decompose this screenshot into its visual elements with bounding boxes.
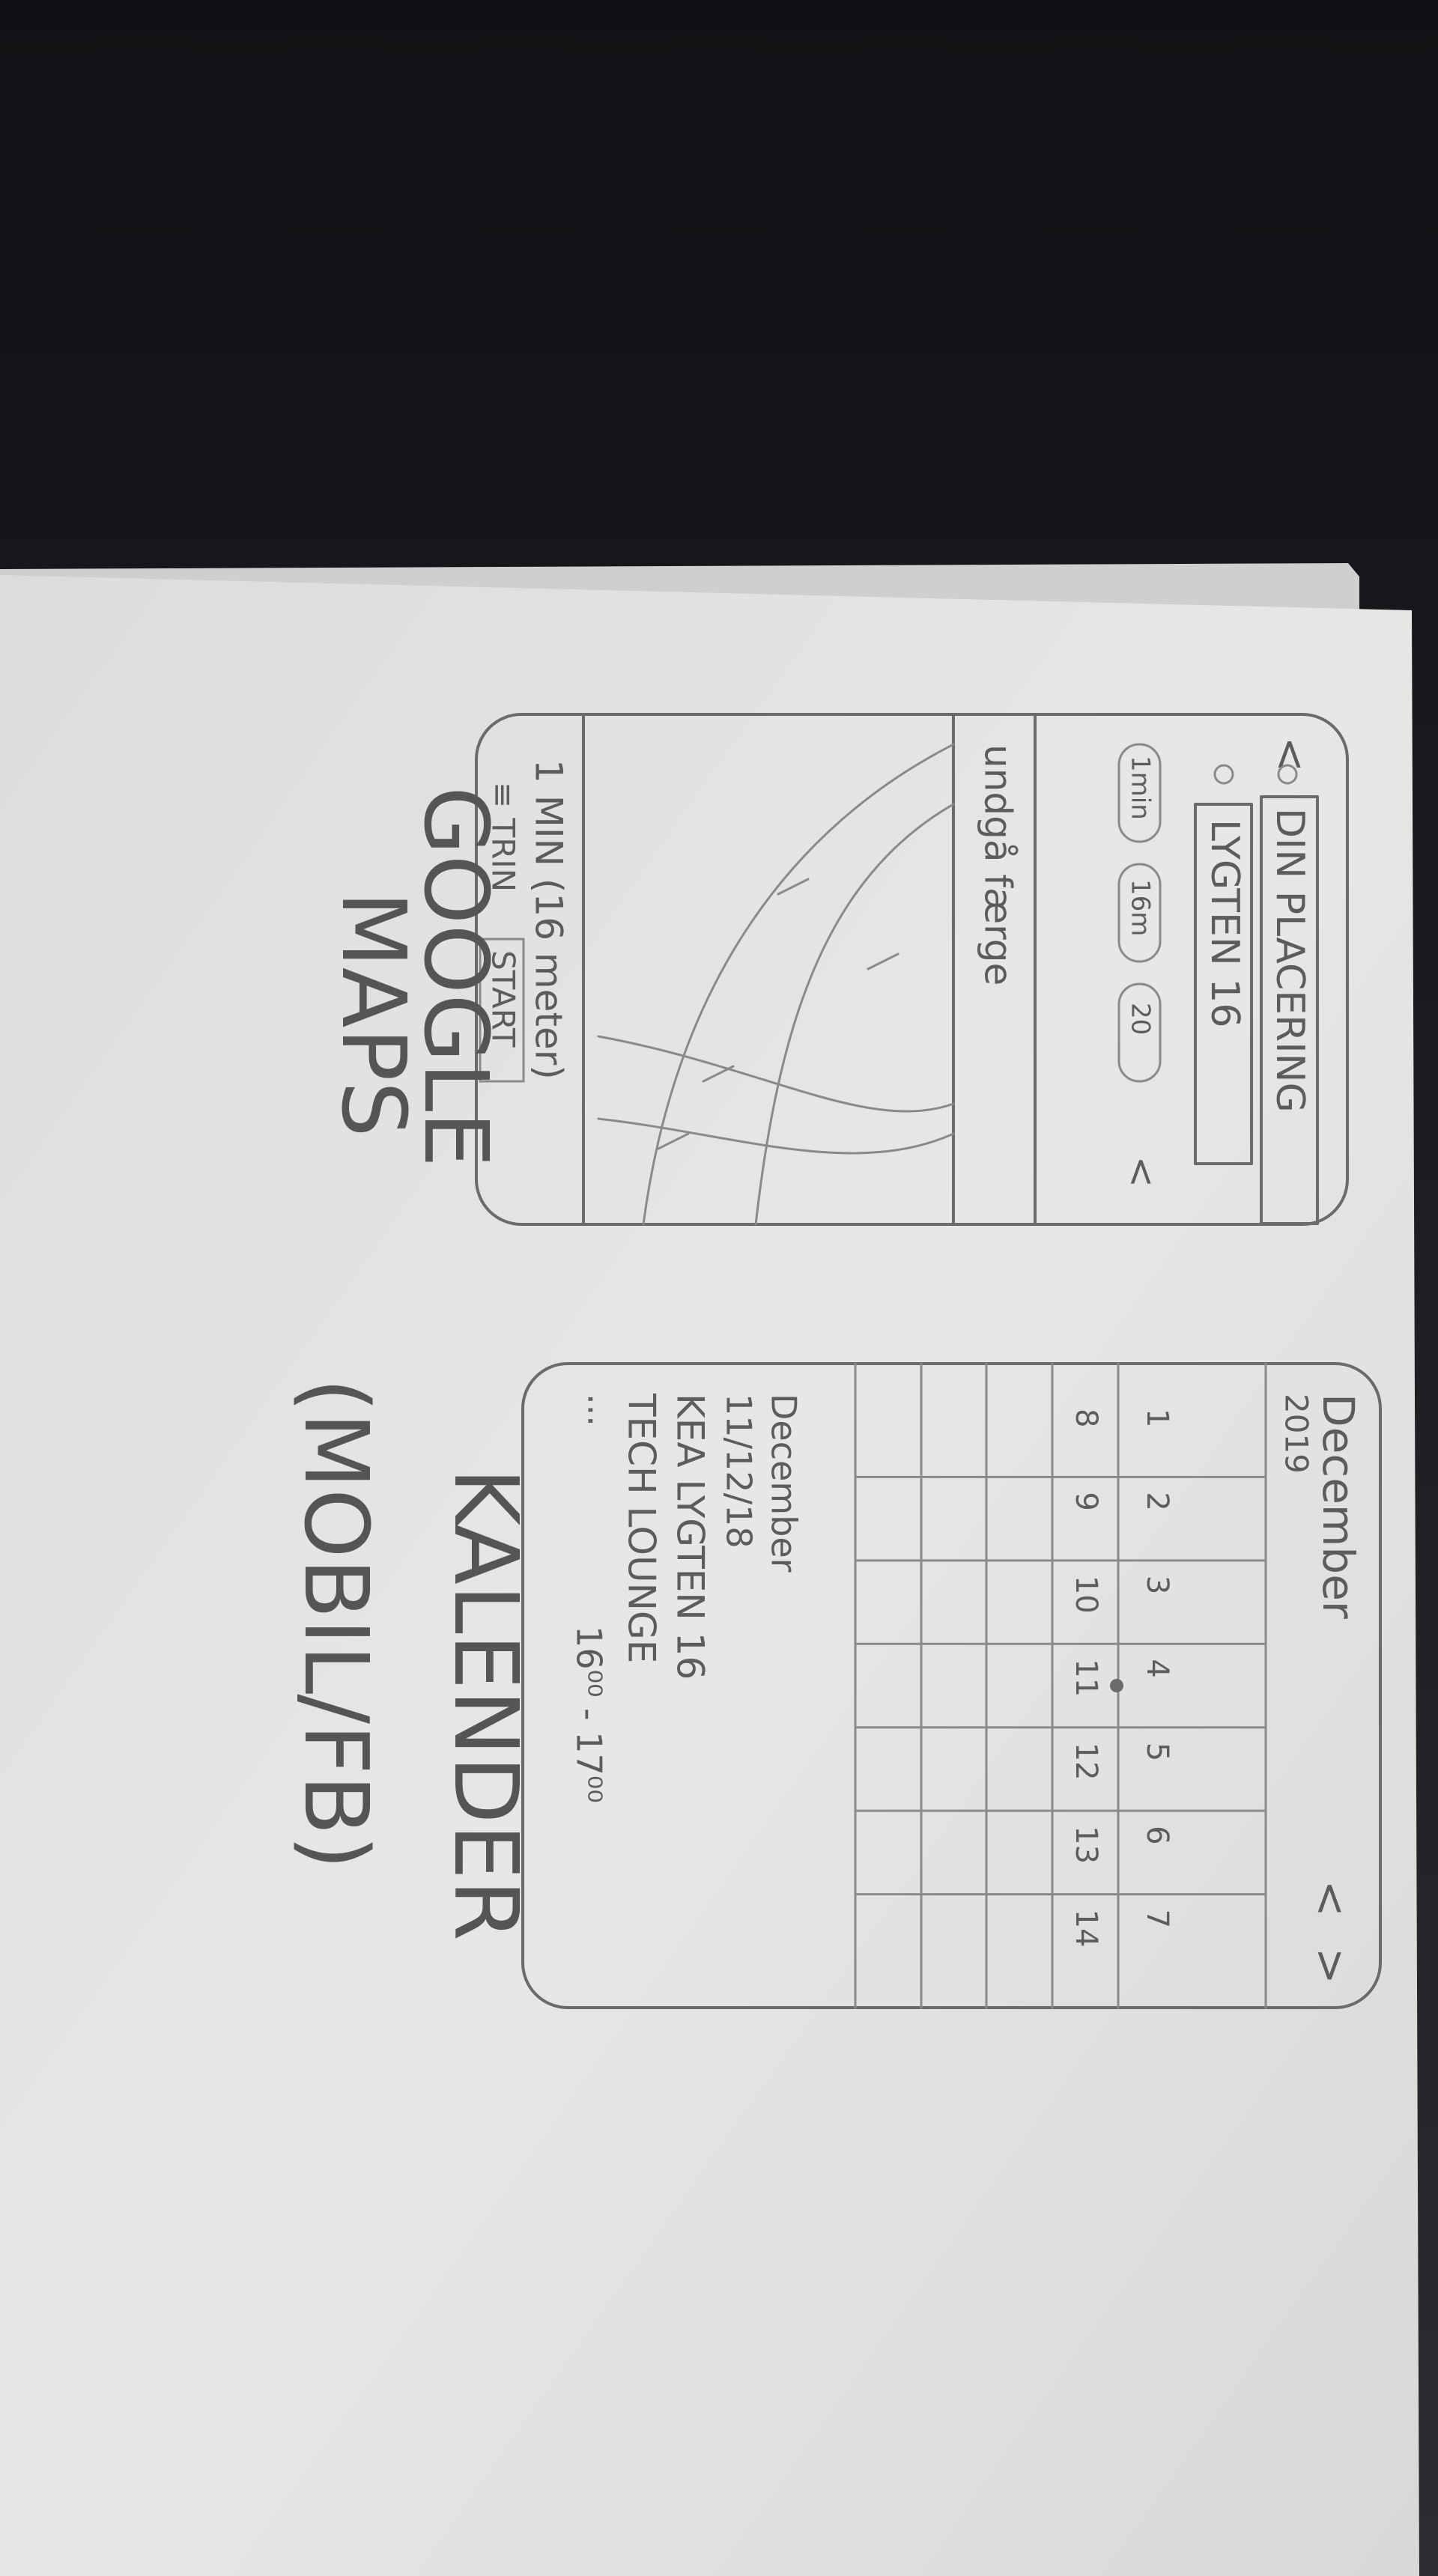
day-number[interactable]: 10: [1069, 1576, 1103, 1614]
calendar-sketch: December 2019 < > December 11/12/18 KEA …: [521, 1362, 1382, 2009]
steps-button[interactable]: ≡ TRIN: [485, 782, 522, 892]
day-number[interactable]: 13: [1069, 1826, 1103, 1864]
caption-line: KALENDER: [434, 1468, 538, 1941]
more-arrow: <: [1120, 1156, 1164, 1188]
destination-box: [1194, 803, 1253, 1165]
event-place: KEA LYGTEN 16: [669, 1394, 712, 1680]
map-mark: [777, 878, 810, 896]
event-dot: [1110, 1679, 1123, 1692]
calendar-month: December: [1313, 1394, 1364, 1619]
location-icon: [1277, 764, 1298, 785]
day-number[interactable]: 2: [1140, 1492, 1174, 1510]
event-date: 11/12/18: [719, 1394, 759, 1549]
option-chip[interactable]: [1117, 982, 1162, 1083]
map-mark: [702, 1065, 735, 1083]
day-number[interactable]: 12: [1069, 1743, 1103, 1781]
event-room: TECH LOUNGE: [620, 1393, 664, 1663]
start-button[interactable]: START: [485, 950, 522, 1048]
event-more: ...: [580, 1394, 621, 1427]
day-number[interactable]: 9: [1069, 1492, 1103, 1510]
map-mark: [867, 953, 899, 970]
phone-outline: [475, 713, 1349, 1226]
destination-icon: [1213, 764, 1234, 785]
phone-outline: [521, 1362, 1382, 2009]
start-button-box[interactable]: [479, 938, 525, 1083]
route-note: undgå færge: [977, 744, 1020, 985]
day-number[interactable]: 3: [1140, 1576, 1174, 1594]
map-road: [642, 743, 955, 1226]
destination-text: LYGTEN 16: [1202, 819, 1247, 1027]
day-number[interactable]: 4: [1140, 1659, 1174, 1677]
paper: [0, 575, 1419, 2576]
maps-caption: GOOGLE MAPS: [322, 786, 508, 1167]
map-road: [597, 1035, 955, 1113]
day-number[interactable]: 7: [1140, 1910, 1174, 1928]
caption-line: (MOBIL/FB): [285, 1378, 388, 1870]
option-text: 1min: [1126, 756, 1156, 820]
option-chip[interactable]: [1117, 863, 1162, 963]
day-number[interactable]: 14: [1069, 1910, 1103, 1948]
event-date-header: December: [764, 1394, 804, 1573]
map-road: [597, 1117, 955, 1155]
day-number[interactable]: 5: [1140, 1743, 1174, 1761]
day-number[interactable]: 8: [1069, 1409, 1103, 1427]
option-text: 20: [1126, 1003, 1156, 1035]
day-number[interactable]: 11: [1069, 1659, 1103, 1697]
maps-sketch: < DIN PLACERING LYGTEN 16 1min 16m 20 < …: [475, 713, 1349, 1226]
option-chip[interactable]: [1117, 743, 1162, 843]
route-summary: 1 MIN (16 meter): [527, 759, 571, 1080]
day-number[interactable]: 1: [1140, 1409, 1174, 1427]
caption-line: MAPS: [322, 891, 425, 1137]
location-text: DIN PLACERING: [1267, 808, 1312, 1113]
map-mark: [657, 1132, 690, 1150]
location-box: [1260, 795, 1319, 1225]
calendar-caption: KALENDER (MOBIL/FB): [285, 1378, 538, 1941]
event-time: 16⁰⁰ - 17⁰⁰: [569, 1626, 610, 1803]
day-number[interactable]: 6: [1140, 1826, 1174, 1844]
prev-button[interactable]: <: [1305, 1880, 1356, 1917]
next-button[interactable]: >: [1305, 1948, 1356, 1984]
option-text: 16m: [1126, 879, 1156, 936]
caption-line: GOOGLE: [404, 786, 508, 1167]
calendar-year: 2019: [1278, 1394, 1315, 1474]
